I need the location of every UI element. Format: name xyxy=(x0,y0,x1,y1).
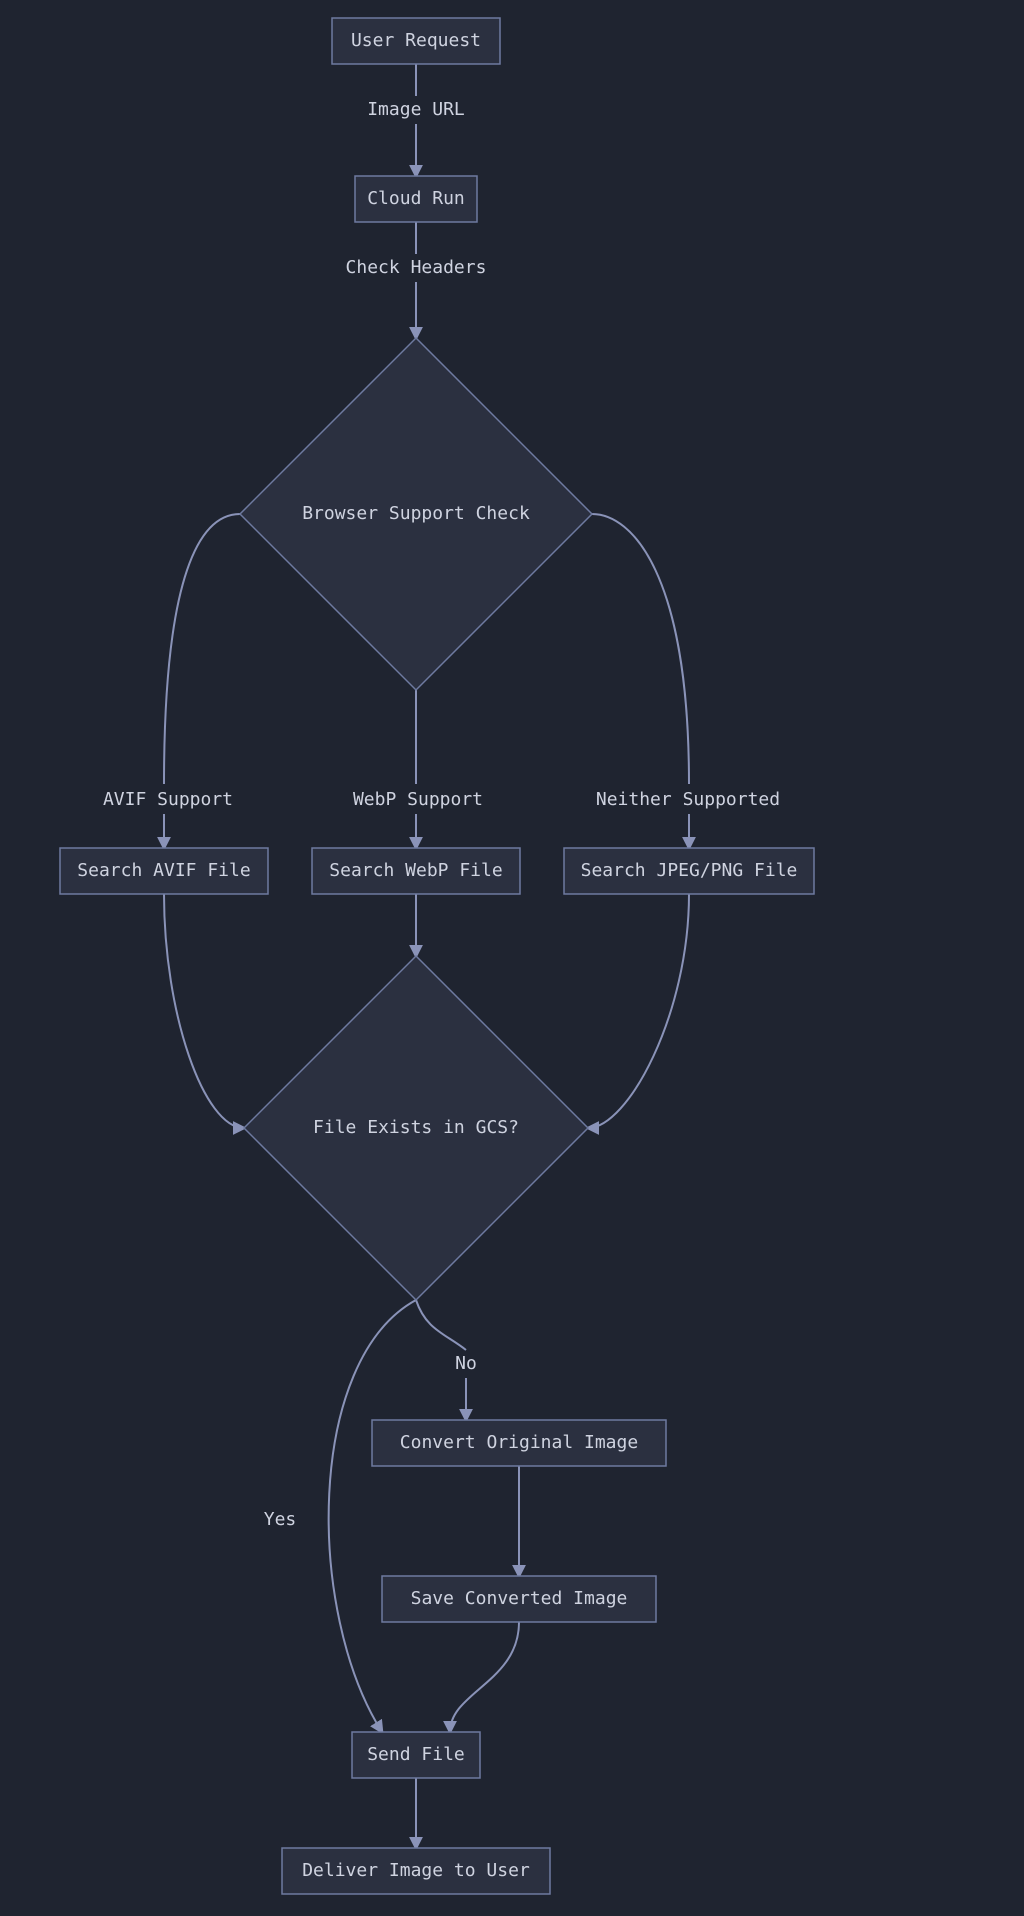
edge xyxy=(592,514,689,784)
node-label: Cloud Run xyxy=(367,188,465,209)
edge-label: WebP Support xyxy=(353,789,483,810)
edge-label: Yes xyxy=(264,1509,297,1530)
edge xyxy=(329,1300,416,1732)
node-label: File Exists in GCS? xyxy=(313,1117,519,1138)
node-label: Browser Support Check xyxy=(302,503,530,524)
node-file_exists: File Exists in GCS? xyxy=(244,956,588,1300)
node-search_webp: Search WebP File xyxy=(312,848,520,894)
node-label: Save Converted Image xyxy=(411,1588,628,1609)
edge-label: No xyxy=(455,1353,477,1374)
edge xyxy=(164,894,244,1128)
node-search_jpeg: Search JPEG/PNG File xyxy=(564,848,814,894)
node-browser_check: Browser Support Check xyxy=(240,338,592,690)
node-label: Search AVIF File xyxy=(77,860,250,881)
edge-labels: Image URL Check Headers AVIF Support WebP S… xyxy=(103,99,780,1530)
edge-label: Neither Supported xyxy=(596,789,780,810)
edge-label: Check Headers xyxy=(346,257,487,278)
node-label: Deliver Image to User xyxy=(302,1860,530,1881)
nodes: User Request Cloud Run Browser Support Che… xyxy=(60,18,814,1894)
node-deliver: Deliver Image to User xyxy=(282,1848,550,1894)
flowchart: User Request Cloud Run Browser Support Che… xyxy=(0,0,1024,1916)
edge-label: Image URL xyxy=(367,99,465,120)
node-label: Search WebP File xyxy=(329,860,502,881)
node-label: Convert Original Image xyxy=(400,1432,638,1453)
node-convert_img: Convert Original Image xyxy=(372,1420,666,1466)
node-user_request: User Request xyxy=(332,18,500,64)
edge xyxy=(164,514,240,784)
node-label: Send File xyxy=(367,1744,465,1765)
node-label: User Request xyxy=(351,30,481,51)
node-label: Search JPEG/PNG File xyxy=(581,860,798,881)
node-save_img: Save Converted Image xyxy=(382,1576,656,1622)
edge xyxy=(450,1622,519,1732)
edge xyxy=(416,1300,466,1350)
node-cloud_run: Cloud Run xyxy=(355,176,477,222)
edge-label: AVIF Support xyxy=(103,789,233,810)
edge xyxy=(588,894,689,1128)
node-search_avif: Search AVIF File xyxy=(60,848,268,894)
node-send_file: Send File xyxy=(352,1732,480,1778)
